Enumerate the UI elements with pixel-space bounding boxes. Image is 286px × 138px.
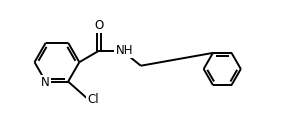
Text: NH: NH [116,44,133,57]
Text: Cl: Cl [88,93,99,106]
Text: O: O [94,19,104,32]
Text: N: N [41,76,49,89]
